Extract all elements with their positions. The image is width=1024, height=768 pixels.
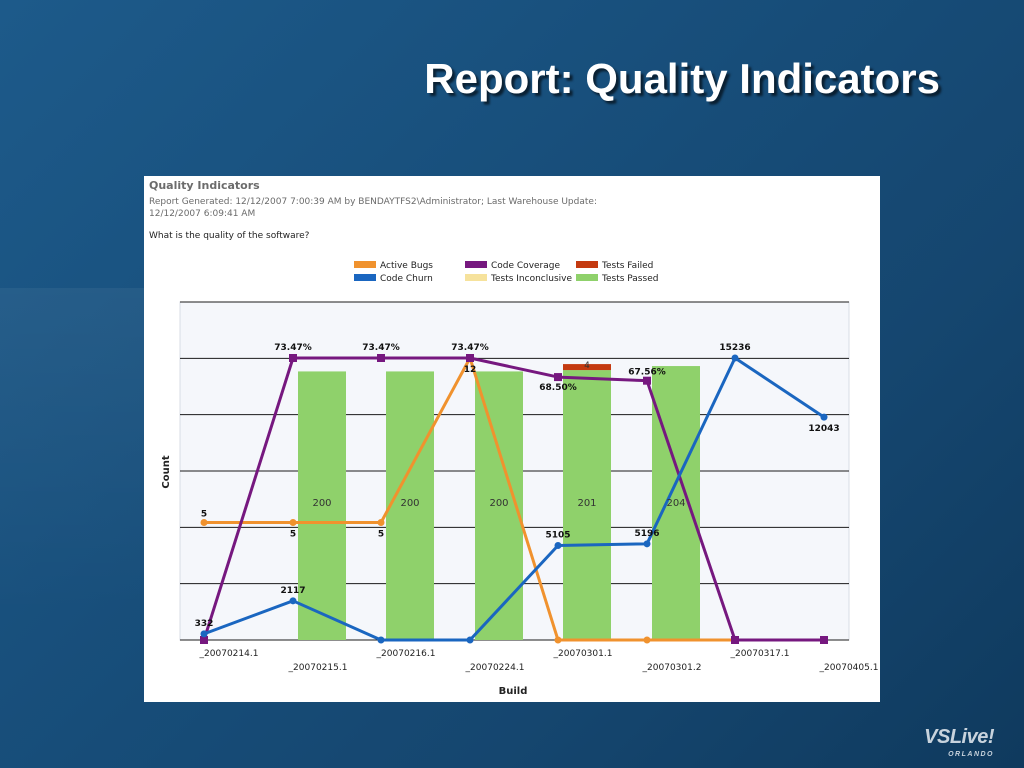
data-label-code-churn: 332	[195, 619, 214, 629]
data-label-active-bugs: 12	[464, 365, 477, 375]
bar-label-tests-passed: 201	[577, 498, 596, 509]
legend-item-tests-failed: Tests Failed	[576, 260, 653, 272]
bar-tests-passed	[298, 371, 346, 640]
legend-swatch	[576, 261, 598, 268]
legend-swatch	[354, 261, 376, 268]
vslive-logo: VSLive! ORLANDO	[924, 726, 994, 764]
bar-tests-passed	[563, 370, 611, 640]
report-meta: Report Generated: 12/12/2007 7:00:39 AM …	[149, 197, 597, 219]
line-series	[200, 354, 828, 644]
data-label-code-coverage: 67.56%	[628, 368, 666, 378]
marker-code-churn	[820, 413, 828, 421]
data-label-code-churn: 2117	[280, 586, 305, 596]
data-label-code-coverage: 73.47%	[451, 343, 489, 353]
x-tick-label: _20070214.1	[199, 649, 259, 659]
marker-code-churn	[731, 354, 739, 362]
marker-active-bugs	[289, 519, 297, 526]
data-label-code-churn: 12043	[808, 424, 839, 434]
x-tick-label: _20070301.2	[642, 663, 702, 673]
marker-active-bugs	[554, 636, 562, 644]
legend-label: Code Churn	[380, 274, 433, 284]
legend-swatch	[465, 261, 487, 268]
marker-code-churn	[466, 636, 474, 644]
chart-legend: Active Bugs Code Coverage Tests Failed C…	[354, 260, 684, 288]
line-active-bugs	[204, 356, 824, 642]
legend-label: Tests Passed	[602, 274, 659, 284]
marker-code-churn	[200, 630, 208, 638]
line-code-coverage	[202, 356, 824, 642]
quality-chart: 200 200 200 201 4 204 5 5 5 12 73.47% 73.47% 73.47% 6…	[161, 301, 879, 697]
logo-text: VSLive!	[924, 726, 994, 748]
data-label-active-bugs: 5	[290, 530, 296, 540]
marker-code-churn	[377, 636, 385, 644]
bar-label-tests-passed: 200	[489, 498, 508, 509]
data-label-active-bugs: 5	[378, 530, 384, 540]
bar-label-tests-passed: 200	[400, 498, 419, 509]
data-label-code-churn: 5196	[634, 529, 659, 539]
marker-code-coverage	[643, 376, 651, 385]
data-label-active-bugs: 5	[201, 510, 207, 520]
marker-code-churn	[554, 542, 562, 550]
background-photo-strip	[0, 288, 150, 618]
x-axis-label: Build	[499, 686, 528, 697]
marker-code-coverage	[466, 354, 474, 362]
data-labels: 200 200 200 201 4 204 5 5 5 12 73.47% 73.47% 73.47% 6…	[195, 343, 840, 629]
x-tick-label: _20070301.1	[553, 649, 613, 659]
bar-tests-passed	[652, 366, 700, 640]
bar-label-tests-passed: 200	[312, 498, 331, 509]
legend-swatch	[465, 274, 487, 281]
legend-label: Tests Failed	[602, 261, 654, 271]
data-label-code-churn: 5105	[545, 531, 570, 541]
slide-title: Report: Quality Indicators	[424, 55, 940, 102]
logo-subtext: ORLANDO	[948, 751, 994, 758]
x-axis: _20070214.1 _20070215.1 _20070216.1 _200702…	[199, 649, 879, 673]
bar-label-tests-passed: 204	[666, 498, 685, 509]
x-tick-label: _20070215.1	[288, 663, 348, 673]
data-label-code-coverage: 73.47%	[274, 343, 312, 353]
marker-active-bugs	[377, 519, 385, 526]
x-tick-label: _20070317.1	[730, 649, 790, 659]
legend-item-active-bugs: Active Bugs	[354, 260, 433, 272]
legend-swatch	[354, 274, 376, 281]
marker-code-churn	[289, 597, 297, 605]
report-title: Quality Indicators	[149, 179, 260, 192]
marker-code-coverage	[731, 636, 739, 644]
legend-item-tests-inconclusive: Tests Inconclusive	[465, 273, 572, 285]
marker-active-bugs	[643, 636, 651, 644]
x-tick-label: _20070405.1	[819, 663, 879, 673]
line-code-churn	[203, 356, 825, 642]
report-panel: Quality Indicators Report Generated: 12/…	[144, 176, 880, 702]
bar-series	[298, 364, 700, 640]
y-axis-label: Count	[161, 455, 172, 488]
legend-swatch	[576, 274, 598, 281]
marker-code-coverage	[377, 354, 385, 362]
marker-code-coverage	[200, 636, 208, 644]
legend-item-tests-passed: Tests Passed	[576, 273, 658, 285]
marker-code-churn	[643, 540, 651, 548]
data-label-code-coverage: 73.47%	[362, 343, 400, 353]
marker-code-coverage	[554, 373, 562, 382]
legend-item-code-coverage: Code Coverage	[465, 260, 560, 272]
x-tick-label: _20070216.1	[376, 649, 436, 659]
marker-active-bugs	[200, 519, 208, 526]
bar-label-tests-failed: 4	[584, 361, 590, 371]
bar-tests-failed	[563, 364, 611, 371]
legend-label: Code Coverage	[491, 261, 561, 271]
marker-code-coverage	[289, 354, 297, 362]
legend-item-code-churn: Code Churn	[354, 273, 433, 285]
data-label-code-coverage: 68.50%	[539, 383, 577, 393]
report-question: What is the quality of the software?	[149, 231, 310, 241]
legend-label: Active Bugs	[380, 261, 433, 271]
x-tick-label: _20070224.1	[465, 663, 525, 673]
bar-tests-passed	[386, 371, 434, 640]
legend-label: Tests Inconclusive	[491, 274, 572, 284]
marker-code-coverage	[820, 636, 828, 644]
data-label-code-churn: 15236	[719, 343, 750, 353]
